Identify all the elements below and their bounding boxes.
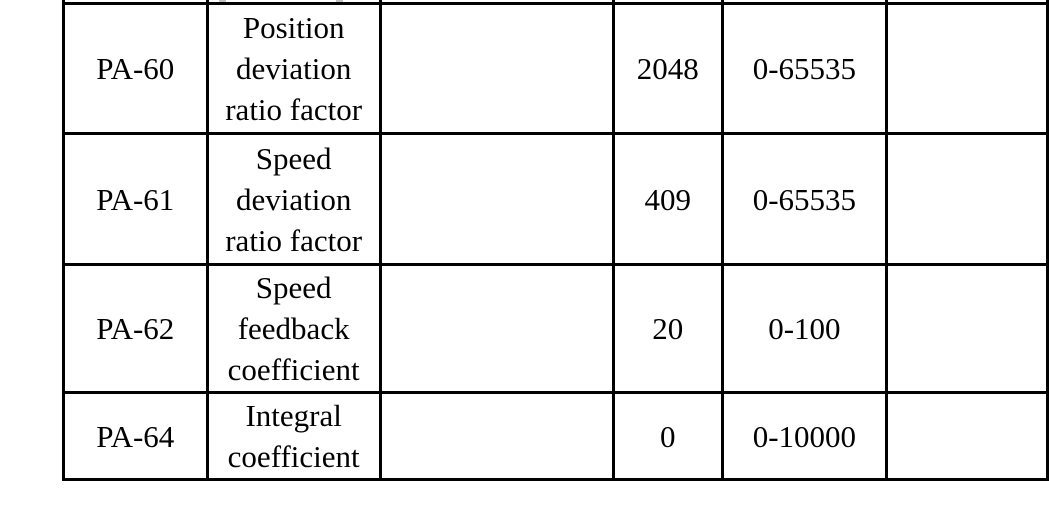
param-function-cell bbox=[378, 132, 615, 266]
param-name-cell: Speed feedback coefficient bbox=[205, 263, 382, 394]
param-name-cell: Integral coefficient bbox=[205, 391, 382, 481]
param-code-cell: PA-62 bbox=[62, 263, 209, 394]
param-function-cell bbox=[378, 2, 615, 135]
clipped-cell bbox=[611, 0, 724, 5]
clipped-cell bbox=[720, 0, 888, 5]
param-code-cell: PA-64 bbox=[62, 391, 209, 481]
param-range-cell: 0-65535 bbox=[720, 2, 888, 135]
parameter-table: PA-60 Position deviation ratio factor 20… bbox=[62, 0, 1049, 481]
param-code-cell: PA-60 bbox=[62, 2, 209, 135]
clipped-cell bbox=[205, 0, 382, 5]
table-row-pa-64: PA-64 Integral coefficient 0 0-10000 bbox=[62, 391, 1049, 481]
param-default-cell: 2048 bbox=[611, 2, 724, 135]
param-function-cell bbox=[378, 391, 615, 481]
param-range-cell: 0-100 bbox=[720, 263, 888, 394]
table-row-pa-60: PA-60 Position deviation ratio factor 20… bbox=[62, 2, 1049, 135]
param-unit-cell bbox=[884, 391, 1049, 481]
param-default-cell: 409 bbox=[611, 132, 724, 266]
table-row-pa-62: PA-62 Speed feedback coefficient 20 0-10… bbox=[62, 263, 1049, 394]
table-row-pa-61: PA-61 Speed deviation ratio factor 409 0… bbox=[62, 132, 1049, 266]
param-range-cell: 0-65535 bbox=[720, 132, 888, 266]
param-function-cell bbox=[378, 263, 615, 394]
param-unit-cell bbox=[884, 132, 1049, 266]
param-code-cell: PA-61 bbox=[62, 132, 209, 266]
clipped-row-above bbox=[62, 0, 1049, 5]
param-range-cell: 0-10000 bbox=[720, 391, 888, 481]
param-default-cell: 20 bbox=[611, 263, 724, 394]
param-default-cell: 0 bbox=[611, 391, 724, 481]
param-name-cell: Position deviation ratio factor bbox=[205, 2, 382, 135]
clipped-cell bbox=[884, 0, 1049, 5]
clipped-cell bbox=[62, 0, 209, 5]
param-unit-cell bbox=[884, 2, 1049, 135]
param-unit-cell bbox=[884, 263, 1049, 394]
clipped-cell bbox=[378, 0, 615, 5]
param-name-cell: Speed deviation ratio factor bbox=[205, 132, 382, 266]
